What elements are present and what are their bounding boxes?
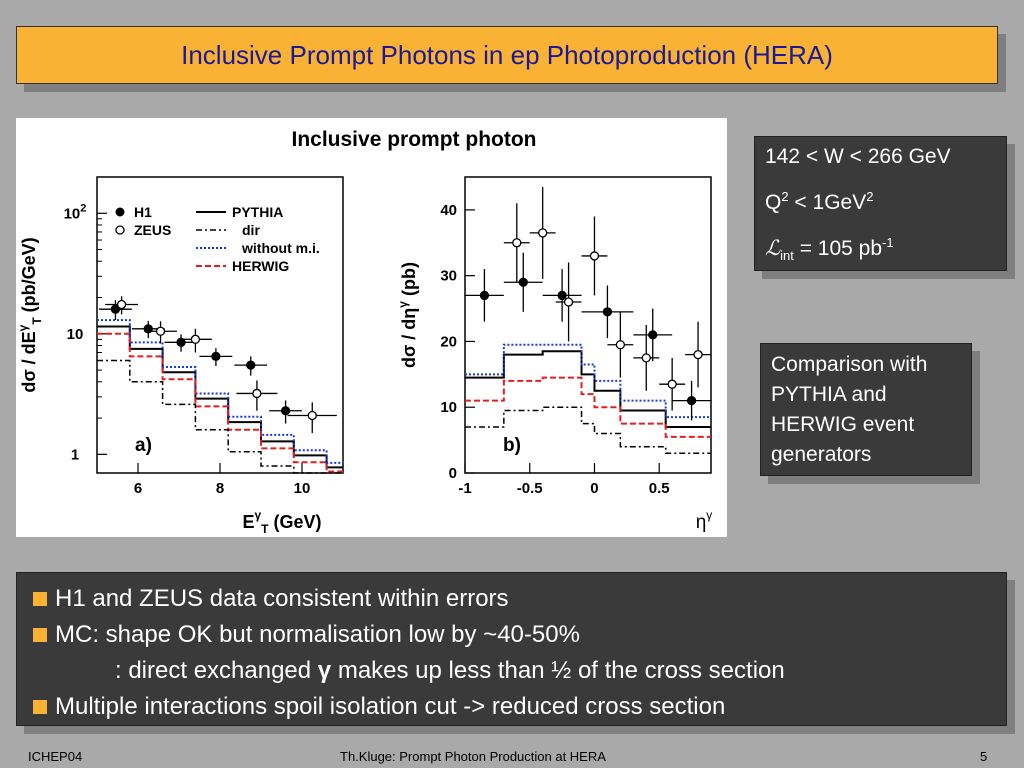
y-tick-label: 40 (440, 202, 457, 219)
y-tick-label: 30 (440, 268, 457, 285)
x-tick-label: 0.5 (649, 480, 670, 497)
slide-title: Inclusive Prompt Photons in ep Photoprod… (16, 26, 998, 84)
lumi-sub: int (780, 248, 794, 264)
zeus-data-point (307, 410, 317, 421)
bullet-item: Multiple interactions spoil isolation cu… (33, 689, 990, 725)
lumi-sup: -1 (882, 235, 894, 250)
h1-data-point (557, 290, 567, 301)
h1-data-point (686, 395, 697, 406)
y-tick-label: 102 (64, 202, 87, 222)
bullet-text: H1 and ZEUS data consistent within error… (55, 585, 509, 612)
subline-post: makes up less than ½ of the cross sectio… (331, 657, 785, 684)
zeus-data-point (641, 353, 651, 363)
bullet-square-icon (33, 628, 47, 642)
bullet-box: H1 and ZEUS data consistent within error… (16, 572, 1007, 726)
mc-histogram-without-m-i- (465, 343, 711, 419)
chart-title: Inclusive prompt photon (292, 128, 537, 151)
q2-range: Q2 < 1GeV2 (765, 185, 996, 215)
h1-data-point (648, 330, 658, 340)
subline-pre: : direct exchanged (115, 657, 318, 684)
x-tick-label: 8 (216, 480, 224, 497)
gamma-symbol: γ (317, 657, 332, 684)
bullet-text: MC: shape OK but normalisation low by ~4… (55, 621, 580, 648)
comparison-box: Comparison with PYTHIA and HERWIG event … (760, 343, 972, 476)
zeus-data-point (538, 228, 548, 238)
plot-frame (464, 176, 712, 474)
x-tick-label: -0.5 (517, 480, 543, 497)
kinematic-range-box: 142 < W < 266 GeV Q2 < 1GeV2 ℒint = 105 … (754, 136, 1007, 271)
legend-h1-label: H1 (134, 204, 152, 220)
h1-data-point (602, 307, 613, 317)
zeus-data-point (693, 349, 703, 360)
w-range-text: 142 < W < 266 GeV (765, 145, 951, 168)
x-axis-label: ηγ (696, 508, 713, 533)
y-tick-label: 10 (67, 326, 84, 343)
mc-histogram-herwig (465, 376, 711, 438)
q2-sup: 2 (866, 189, 874, 204)
x-tick-label: 6 (134, 480, 142, 497)
bullet-square-icon (33, 592, 47, 606)
panel-label: b) (503, 435, 521, 456)
zeus-data-point (116, 299, 127, 310)
bullet-item: MC: shape OK but normalisation low by ~4… (33, 617, 990, 653)
q2-mid: < 1GeV (788, 191, 867, 214)
y-axis-label: dσ / dηγ (pb) (396, 262, 419, 368)
h1-data-point (176, 337, 186, 347)
mc-histogram-pythia (465, 350, 711, 428)
y-tick-label: 10 (440, 399, 457, 416)
mc-histogram-pythia (97, 325, 343, 469)
h1-data-point (211, 351, 221, 362)
figure: Inclusive prompt photon 6 8 10 1 10 102 a) dσ / … (16, 118, 727, 537)
zeus-data-point (563, 297, 574, 307)
comparison-text: Comparison with PYTHIA and HERWIG event … (771, 353, 928, 466)
slide-title-text: Inclusive Prompt Photons in ep Photoprod… (181, 39, 833, 70)
footer-center: Th.Kluge: Prompt Photon Production at HE… (340, 749, 606, 764)
y-tick-label: 1 (71, 446, 79, 463)
lumi-symbol: ℒ (765, 237, 781, 260)
bullet-square-icon (33, 700, 47, 714)
chart-canvas: Inclusive prompt photon 6 8 10 1 10 102 a) dσ / … (16, 128, 713, 536)
x-tick-label: 10 (294, 480, 311, 497)
mc-histogram-dir (465, 406, 711, 455)
w-range: 142 < W < 266 GeV (765, 145, 996, 169)
zeus-data-point (252, 388, 262, 399)
y-tick-label: 0 (449, 465, 457, 482)
panel-label: a) (135, 435, 152, 456)
luminosity: ℒint = 105 pb-1 (765, 231, 996, 268)
x-tick-label: -1 (458, 480, 471, 497)
zeus-data-point (589, 251, 600, 261)
h1-data-point (110, 304, 121, 314)
zeus-data-point (667, 379, 677, 389)
mc-histogram-dir (97, 359, 343, 474)
bullet-text: Multiple interactions spoil isolation cu… (55, 693, 726, 720)
legend-h1-marker (115, 207, 125, 217)
x-tick-label: 0 (590, 480, 598, 497)
mc-histogram-without-m-i- (97, 319, 343, 464)
h1-data-point (479, 290, 490, 301)
footer-page-number: 5 (980, 749, 988, 764)
legend-zeus-marker (115, 225, 125, 235)
y-tick-label: 20 (440, 333, 457, 350)
zeus-data-point (512, 238, 522, 248)
h1-data-point (246, 360, 256, 370)
x-axis-label: EγT (GeV) (242, 508, 321, 536)
q2-q-sup: 2 (781, 189, 789, 204)
legend-dir-label: dir (242, 222, 260, 238)
bullet-subline: : direct exchanged γ makes up less than … (33, 653, 990, 689)
zeus-data-point (190, 334, 201, 344)
legend-pythia-label: PYTHIA (232, 204, 283, 220)
lumi-mid: = 105 pb (793, 237, 883, 260)
footer-left: ICHEP04 (28, 749, 83, 764)
h1-data-point (280, 406, 291, 416)
legend-zeus-label: ZEUS (134, 222, 171, 238)
h1-data-point (518, 277, 528, 287)
legend-herwig-label: HERWIG (232, 258, 289, 274)
legend-without-m-i--label: without m.i. (241, 240, 320, 256)
zeus-data-point (615, 340, 626, 350)
y-axis-label: dσ / dEγT (pb/GeV) (16, 237, 44, 392)
zeus-data-point (155, 326, 166, 336)
q2-q: Q (765, 191, 782, 214)
bullet-item: H1 and ZEUS data consistent within error… (33, 581, 990, 617)
